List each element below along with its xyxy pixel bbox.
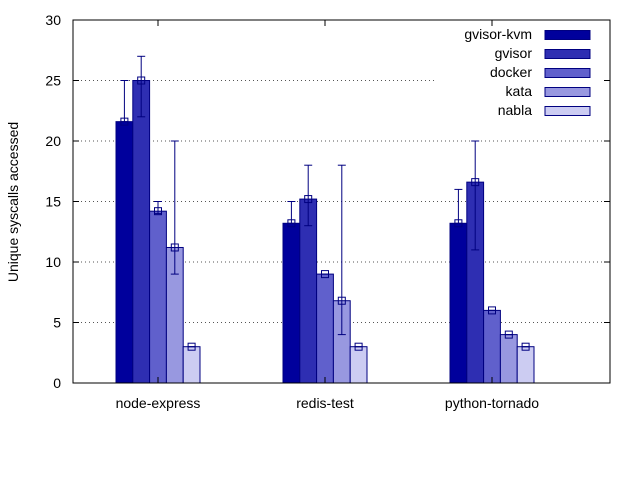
point-marker	[354, 342, 363, 351]
point-marker	[504, 330, 513, 339]
point-marker	[187, 342, 196, 351]
bar	[182, 346, 201, 384]
y-tick-label: 30	[45, 12, 61, 28]
bar	[349, 346, 368, 384]
error-bars	[120, 55, 530, 351]
point-marker	[304, 195, 313, 204]
point-marker	[454, 219, 463, 228]
y-tick-label: 25	[45, 73, 61, 89]
y-tick-label: 15	[45, 194, 61, 210]
point-marker	[287, 219, 296, 228]
point-marker	[337, 296, 346, 305]
bar	[316, 273, 334, 384]
y-tick-label: 20	[45, 133, 61, 149]
y-axis: 0 5 10 15 20 25 30	[45, 12, 610, 391]
legend-swatch	[544, 87, 591, 97]
point-marker	[521, 342, 530, 351]
legend-swatch	[544, 106, 591, 116]
legend-swatch	[544, 49, 591, 59]
legend-swatch	[544, 68, 591, 78]
y-axis-title: Unique syscalls accessed	[5, 122, 21, 282]
y-tick-label: 0	[53, 375, 61, 391]
point-marker	[321, 270, 329, 279]
x-tick-label: node-express	[116, 395, 201, 411]
legend-label: nabla	[498, 102, 532, 118]
bars	[115, 80, 535, 384]
point-marker	[170, 243, 179, 252]
bar	[115, 121, 134, 384]
x-tick-label: redis-test	[296, 395, 354, 411]
legend-swatch	[544, 30, 591, 40]
point-marker	[471, 178, 480, 187]
bar	[516, 346, 535, 384]
y-tick-label: 10	[45, 254, 61, 270]
point-marker	[154, 207, 162, 216]
legend-label: gvisor	[495, 45, 533, 61]
bar	[499, 334, 518, 384]
bar	[132, 80, 151, 384]
y-tick-label: 5	[53, 315, 61, 331]
point-marker	[137, 76, 146, 85]
x-axis: node-express redis-test python-tornado	[116, 20, 539, 411]
point-marker	[120, 117, 129, 126]
point-marker	[488, 306, 496, 315]
legend: gvisor-kvm gvisor docker kata nabla	[464, 26, 591, 118]
bar	[483, 309, 501, 384]
legend-label: docker	[490, 64, 532, 80]
legend-label: kata	[506, 83, 533, 99]
x-tick-label: python-tornado	[445, 395, 539, 411]
bar	[299, 198, 318, 384]
bar	[282, 222, 301, 384]
bar	[149, 210, 167, 384]
legend-label: gvisor-kvm	[464, 26, 532, 42]
bar	[449, 222, 468, 384]
